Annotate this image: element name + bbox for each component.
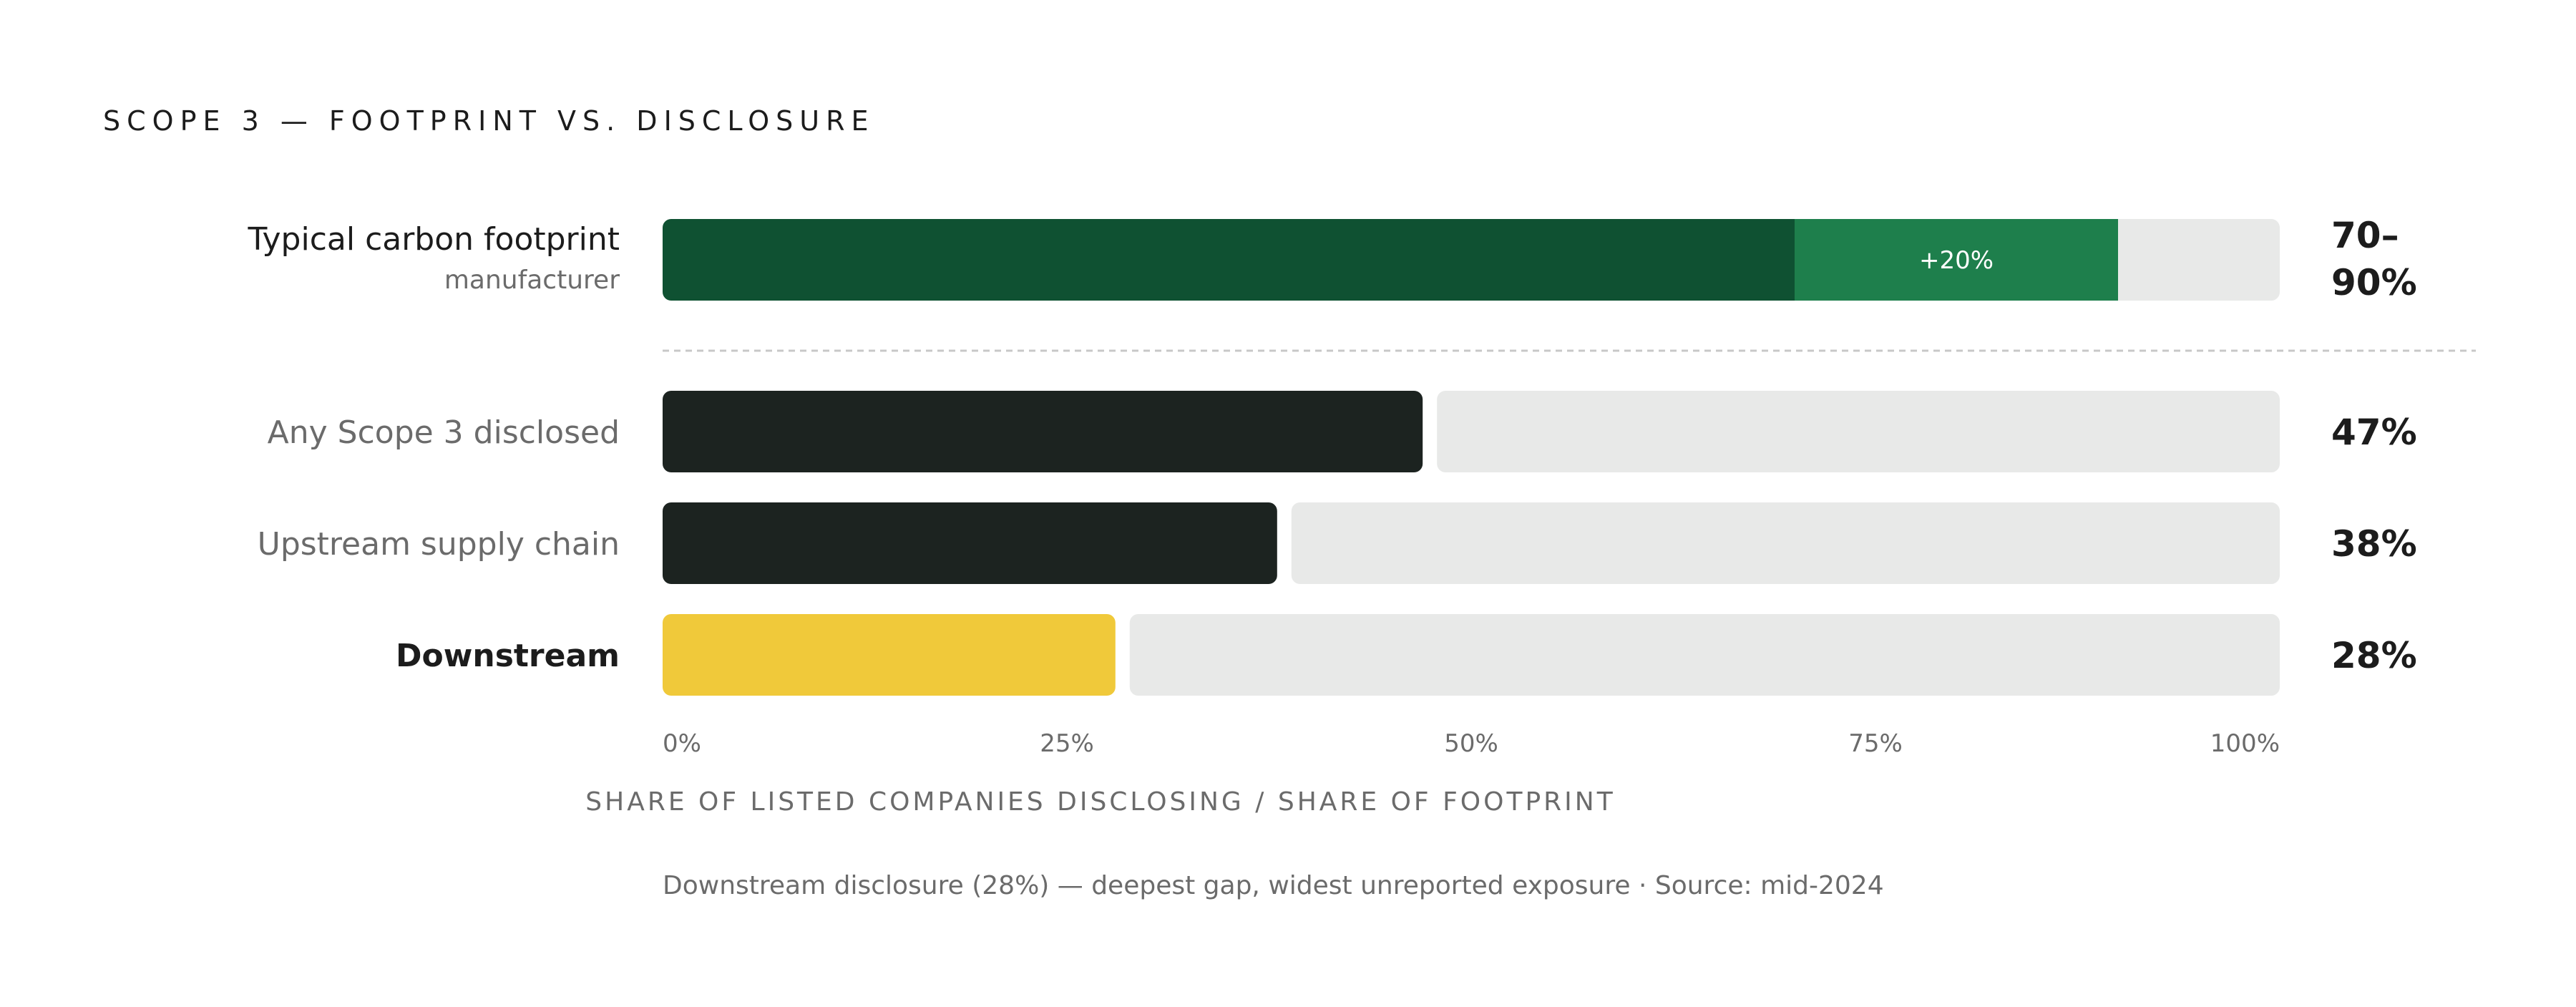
footprint-row-sublabel: manufacturer — [444, 266, 620, 295]
footprint-value-label-line1: 70– — [2331, 215, 2399, 256]
value-label: 38% — [2331, 523, 2417, 565]
x-tick-label: 25% — [1040, 729, 1094, 758]
disclosure-track — [1129, 614, 2280, 696]
footprint-range-bar — [1795, 219, 2118, 301]
source-note: Downstream disclosure (28%) — deepest ga… — [663, 871, 1884, 900]
category-label: Upstream supply chain — [258, 526, 620, 563]
value-label: 47% — [2331, 412, 2417, 453]
chart-title: SCOPE 3 — FOOTPRINT VS. DISCLOSURE — [103, 105, 875, 137]
footprint-value-label-line2: 90% — [2331, 262, 2417, 303]
footprint-row-label: Typical carbon footprint — [247, 221, 620, 258]
value-label: 28% — [2331, 635, 2417, 676]
x-tick-label: 0% — [663, 729, 701, 758]
footprint-bar-group — [663, 219, 2118, 301]
category-label: Any Scope 3 disclosed — [268, 414, 620, 451]
disclosure-bar — [663, 502, 1277, 584]
disclosure-track — [1437, 391, 2280, 472]
footprint-base-bar — [663, 219, 1795, 301]
x-tick-label: 75% — [1848, 729, 1903, 758]
disclosure-bar — [663, 614, 1116, 696]
x-axis-label: SHARE OF LISTED COMPANIES DISCLOSING / S… — [585, 787, 1615, 817]
x-axis-ticks: 0% 25% 50% 75% 100% — [663, 729, 2280, 758]
x-tick-label: 100% — [2210, 729, 2280, 758]
disclosure-track — [1291, 502, 2280, 584]
footprint-range-label: +20% — [1919, 246, 1994, 275]
x-tick-label: 50% — [1444, 729, 1498, 758]
category-label: Downstream — [396, 638, 620, 674]
chart-marks: +20% Any Scope 3 disclosed 47% Upstream sup… — [258, 219, 2417, 696]
disclosure-bar — [663, 391, 1423, 472]
